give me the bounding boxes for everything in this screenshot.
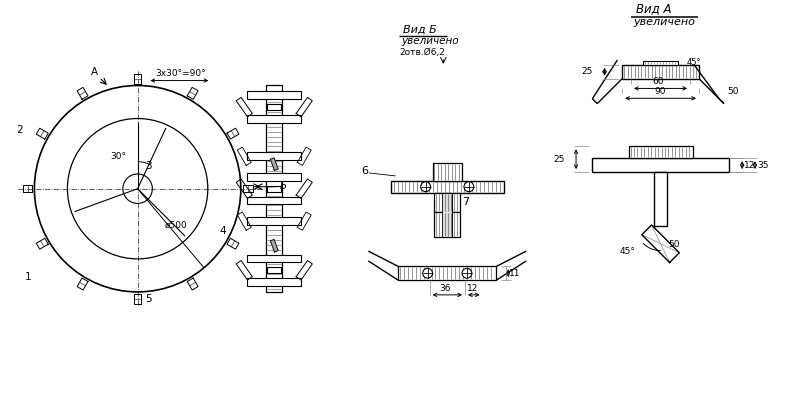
Bar <box>247 152 301 160</box>
Text: 12: 12 <box>467 284 479 293</box>
Text: 3х30°=90°: 3х30°=90° <box>156 69 206 78</box>
Text: 12: 12 <box>744 161 756 170</box>
Text: 90: 90 <box>654 87 666 96</box>
Text: Вид Б: Вид Б <box>403 24 437 34</box>
Text: 2отв.Ø6,2: 2отв.Ø6,2 <box>399 48 445 57</box>
Text: ø500: ø500 <box>165 221 188 230</box>
Text: 11: 11 <box>509 269 521 278</box>
Bar <box>434 193 460 212</box>
Bar <box>643 61 678 65</box>
Bar <box>247 197 301 204</box>
Text: 1: 1 <box>24 272 32 282</box>
Text: Б: Б <box>280 181 288 191</box>
Text: 3: 3 <box>146 161 152 171</box>
Text: 6: 6 <box>361 166 369 176</box>
Bar <box>629 146 693 158</box>
Text: увеличено: увеличено <box>633 17 695 27</box>
Text: 50: 50 <box>668 240 680 249</box>
Bar <box>267 218 281 224</box>
Text: 5: 5 <box>146 294 152 304</box>
Bar <box>247 278 301 286</box>
Bar <box>434 212 460 237</box>
Bar <box>654 172 667 226</box>
Bar <box>622 65 699 79</box>
Text: увеличено: увеличено <box>401 36 458 46</box>
Bar <box>266 85 282 292</box>
Text: 45°: 45° <box>687 58 701 67</box>
Text: 60: 60 <box>653 77 664 87</box>
Text: 35: 35 <box>757 161 769 170</box>
Bar <box>399 266 497 280</box>
Circle shape <box>464 182 474 192</box>
Text: 25: 25 <box>553 155 565 164</box>
Bar <box>247 173 301 181</box>
Circle shape <box>423 268 433 278</box>
Bar <box>247 255 301 262</box>
Text: А: А <box>92 67 98 77</box>
Bar <box>442 193 452 237</box>
Circle shape <box>420 182 431 192</box>
Bar <box>267 186 281 192</box>
Text: 50: 50 <box>727 87 739 96</box>
Text: Вид А: Вид А <box>636 2 671 15</box>
Polygon shape <box>271 158 278 170</box>
Text: 30°: 30° <box>110 152 126 161</box>
Polygon shape <box>271 239 278 252</box>
Bar <box>433 163 462 181</box>
Bar <box>629 146 693 158</box>
Bar <box>247 217 301 225</box>
Bar <box>643 61 678 65</box>
Circle shape <box>462 268 472 278</box>
Text: 7: 7 <box>462 197 469 208</box>
Text: 4: 4 <box>220 226 226 236</box>
Text: 25: 25 <box>582 67 593 76</box>
Bar <box>592 158 729 172</box>
Bar <box>390 181 504 193</box>
Bar <box>247 115 301 123</box>
Text: 45°: 45° <box>620 247 635 256</box>
Bar <box>247 91 301 99</box>
Bar <box>267 104 281 110</box>
Text: 36: 36 <box>439 284 451 293</box>
Text: 2: 2 <box>17 125 23 135</box>
Bar <box>622 65 699 79</box>
Bar <box>267 267 281 273</box>
Bar <box>267 153 281 159</box>
